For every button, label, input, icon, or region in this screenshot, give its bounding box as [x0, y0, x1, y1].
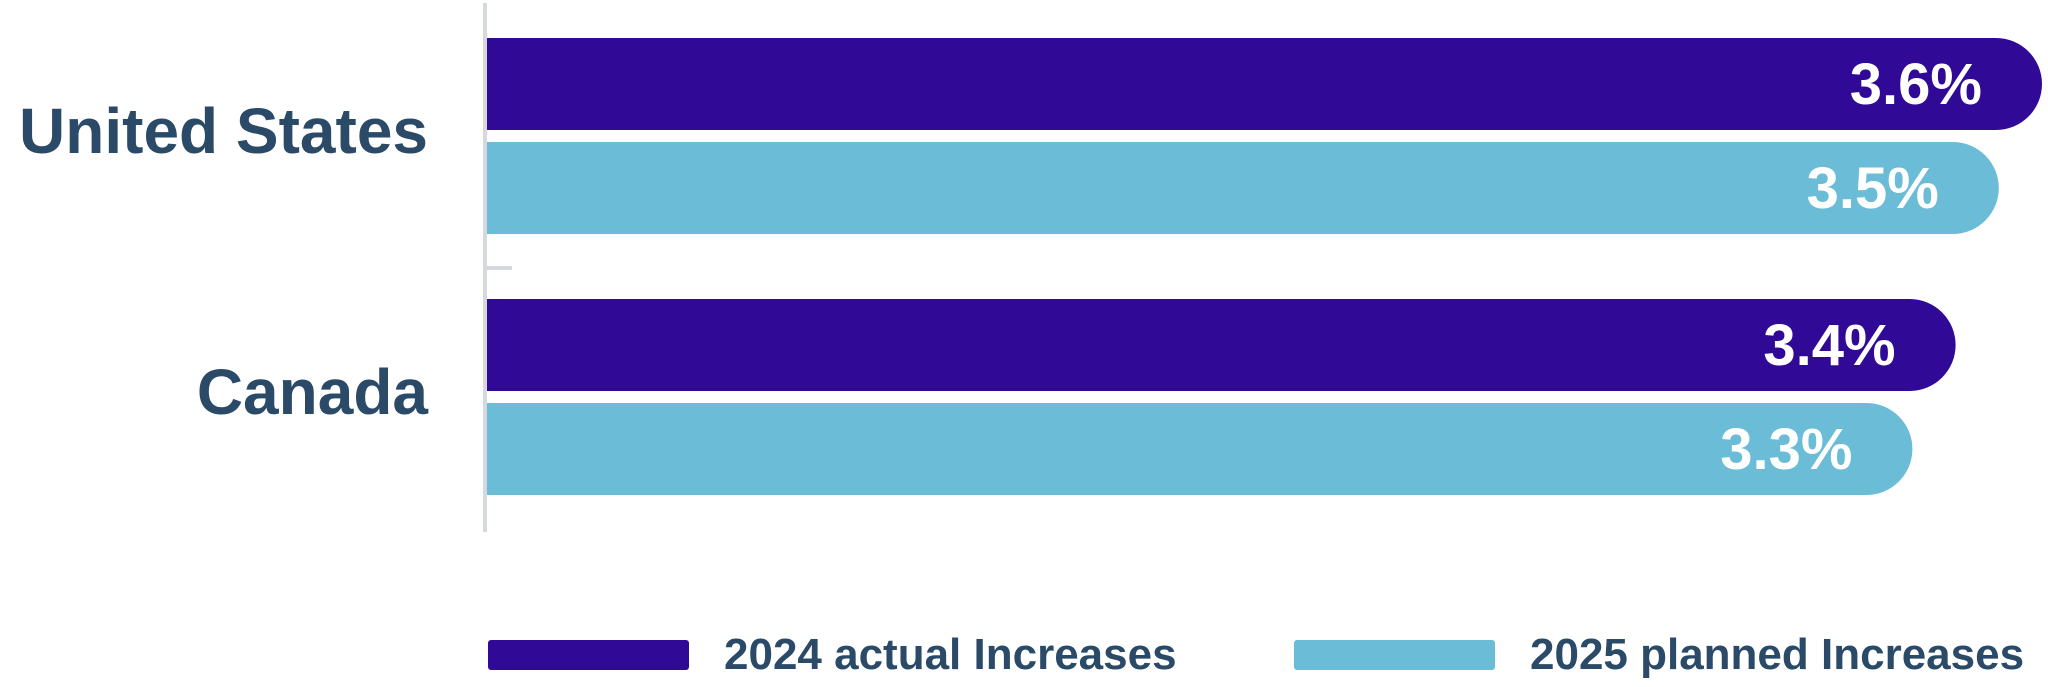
bars-group: [487, 38, 2042, 495]
category-label-canada: Canada: [197, 356, 429, 428]
category-label-united-states: United States: [19, 95, 428, 167]
value-label-canada-2025-planned-increases: 3.3%: [1720, 417, 1852, 482]
legend-swatch-2024-actual: [488, 640, 689, 670]
bar-canada-2025-planned-increases: [487, 403, 1913, 495]
legend: 2024 actual Increases 2025 planned Incre…: [488, 630, 2024, 679]
legend-swatch-2025-planned: [1294, 640, 1495, 670]
bar-canada-2024-actual-increases: [487, 299, 1956, 391]
value-labels-group: 3.6% 3.5% 3.4% 3.3%: [1720, 52, 1982, 482]
bar-united-states-2025-planned-increases: [487, 142, 1999, 234]
value-label-canada-2024-actual-increases: 3.4%: [1763, 313, 1895, 378]
bar-united-states-2024-actual-increases: [487, 38, 2042, 130]
value-label-united-states-2024-actual-increases: 3.6%: [1850, 52, 1982, 117]
legend-label-2024-actual: 2024 actual Increases: [724, 630, 1177, 679]
legend-label-2025-planned: 2025 planned Increases: [1530, 630, 2024, 679]
value-label-united-states-2025-planned-increases: 3.5%: [1807, 156, 1939, 221]
